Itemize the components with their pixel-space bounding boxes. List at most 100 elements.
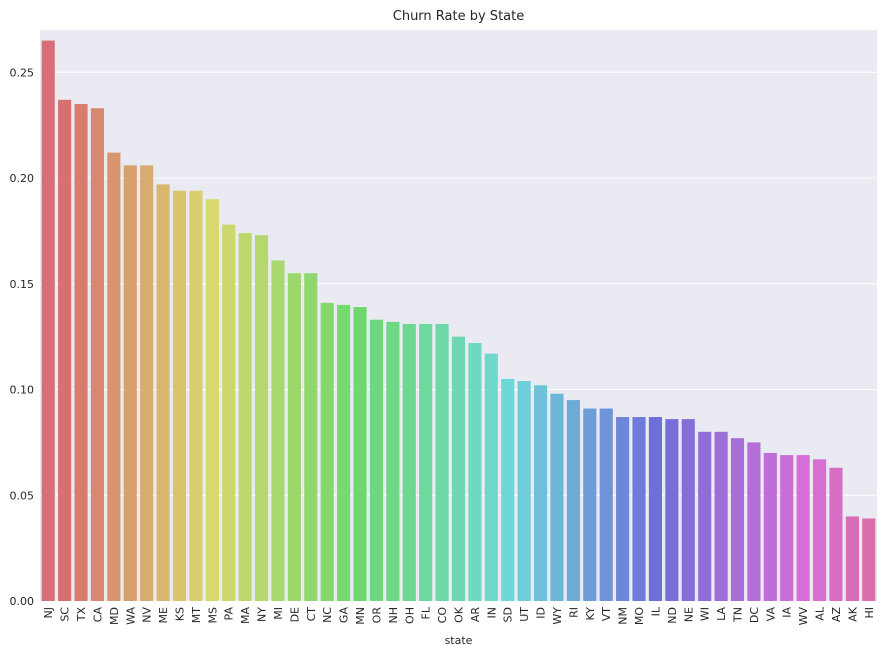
bar-ca	[90, 108, 105, 602]
bar-ia	[780, 455, 794, 601]
x-tick-label: CO	[436, 607, 449, 624]
y-tick-label: 0.25	[10, 66, 35, 79]
x-tick-label: CA	[91, 607, 104, 623]
y-tick-label: 0.20	[10, 172, 35, 185]
bar-vt	[599, 408, 613, 601]
y-axis-ticks: 0.00 0.05 0.10 0.15 0.20 0.25	[10, 66, 35, 608]
bar-dc	[747, 442, 761, 601]
bar-ne	[681, 419, 695, 601]
bar-il	[648, 417, 663, 601]
bar-mo	[632, 417, 646, 601]
x-tick-label: MI	[272, 607, 285, 620]
x-tick-label: MT	[190, 607, 203, 623]
bar-hi	[862, 518, 876, 601]
x-tick-label: NM	[617, 607, 630, 625]
bar-ma	[238, 233, 252, 601]
x-tick-label: WA	[124, 607, 137, 625]
x-axis-ticks: NJ SC TX CA MD WA NV ME KS MT MS PA MA NY MI DE CT NC GA MN…	[42, 606, 876, 625]
bar-ar	[468, 342, 482, 601]
x-tick-label: MO	[633, 607, 646, 625]
x-tick-label: IN	[485, 607, 498, 618]
bar-nh	[386, 321, 400, 601]
x-tick-label: GA	[338, 607, 351, 624]
bar-oh	[402, 323, 416, 601]
bar-ks	[172, 190, 187, 601]
x-tick-label: ME	[157, 607, 170, 623]
x-tick-label: WV	[797, 607, 810, 626]
x-tick-label: VA	[764, 607, 777, 622]
bar-ny	[254, 235, 269, 602]
x-tick-label: OK	[453, 606, 466, 623]
x-tick-label: SD	[502, 607, 515, 622]
x-tick-label: OH	[403, 607, 416, 624]
x-tick-label: TN	[732, 607, 745, 623]
x-tick-label: NC	[321, 607, 334, 623]
x-tick-label: MN	[354, 607, 367, 625]
x-tick-label: DE	[288, 607, 301, 622]
x-tick-label: KY	[584, 607, 597, 621]
bar-wv	[796, 455, 810, 601]
x-tick-label: MD	[108, 607, 121, 625]
bar-al	[812, 459, 827, 601]
x-tick-label: MA	[239, 607, 252, 624]
bar-va	[763, 452, 777, 601]
x-tick-label: VT	[600, 607, 613, 622]
bar-nv	[140, 165, 154, 601]
y-tick-label: 0.10	[10, 384, 35, 397]
bar-az	[829, 467, 843, 601]
bar-nd	[665, 419, 679, 601]
x-tick-label: AK	[846, 606, 859, 622]
bar-sc	[58, 99, 72, 602]
x-tick-label: LA	[715, 607, 728, 621]
x-tick-label: UT	[518, 607, 531, 622]
bar-ky	[583, 408, 597, 601]
bar-de	[287, 273, 301, 601]
x-tick-label: NJ	[42, 607, 55, 618]
bar-me	[156, 184, 170, 602]
x-axis-title: state	[445, 634, 473, 647]
bar-wa	[123, 165, 137, 601]
bar-la	[714, 431, 728, 601]
bar-mt	[189, 190, 203, 601]
x-tick-label: NE	[682, 607, 695, 622]
bar-mi	[271, 260, 285, 601]
bar-pa	[222, 224, 236, 601]
x-tick-label: TX	[75, 607, 88, 623]
x-tick-label: WI	[699, 607, 712, 621]
bar-nc	[320, 302, 334, 601]
x-tick-label: HI	[863, 607, 876, 619]
bar-wi	[698, 431, 712, 601]
x-tick-label: CT	[305, 607, 318, 622]
bar-wy	[550, 393, 564, 601]
bar-fl	[419, 323, 433, 601]
x-tick-label: NV	[141, 607, 154, 623]
x-tick-label: DC	[748, 607, 761, 623]
x-tick-label: NH	[387, 607, 400, 624]
bar-tx	[74, 104, 88, 601]
bar-ok	[451, 336, 466, 601]
bar-nm	[616, 417, 630, 601]
x-tick-label: KS	[174, 607, 187, 621]
x-tick-label: ID	[535, 607, 548, 619]
bar-or	[369, 319, 384, 601]
bar-ms	[205, 199, 219, 601]
bar-ga	[337, 304, 351, 601]
x-tick-label: RI	[567, 607, 580, 618]
bar-id	[533, 385, 548, 601]
x-tick-label: SC	[59, 607, 72, 622]
bar-ri	[566, 400, 580, 601]
x-tick-label: IA	[781, 607, 794, 618]
bar-sd	[501, 378, 515, 601]
bar-ut	[517, 381, 531, 601]
bars-group	[41, 40, 876, 602]
x-tick-label: AZ	[830, 607, 843, 623]
x-tick-label: PA	[223, 607, 236, 621]
bar-tn	[730, 438, 745, 601]
y-tick-label: 0.00	[10, 595, 35, 608]
x-tick-label: AL	[814, 606, 827, 621]
x-tick-label: NY	[256, 607, 269, 622]
bar-ak	[845, 516, 859, 601]
bar-nj	[41, 40, 55, 601]
x-tick-label: ND	[666, 607, 679, 624]
